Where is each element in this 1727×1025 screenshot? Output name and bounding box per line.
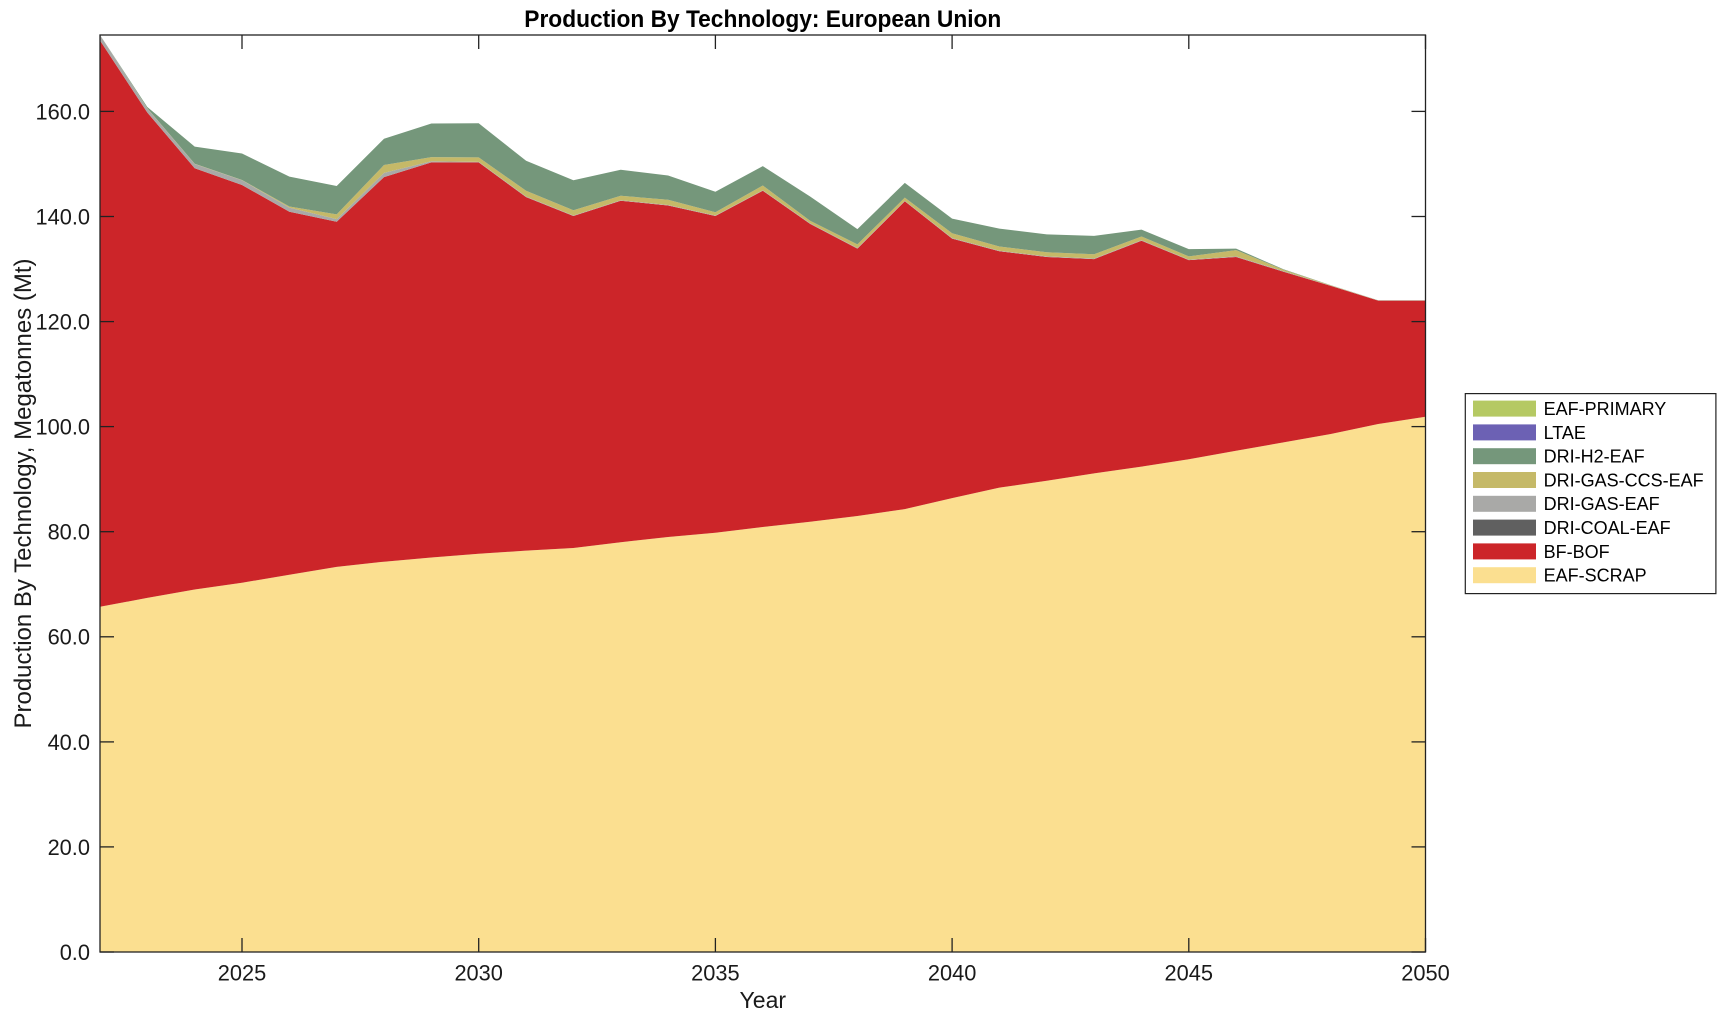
svg-text:DRI-H2-EAF: DRI-H2-EAF [1544,447,1645,467]
svg-text:Production By Technology: Euro: Production By Technology: European Union [524,6,1001,33]
svg-text:2050: 2050 [1401,961,1450,986]
svg-text:2045: 2045 [1165,961,1214,986]
svg-text:DRI-COAL-EAF: DRI-COAL-EAF [1544,518,1671,538]
svg-text:2040: 2040 [928,961,977,986]
svg-text:160.0: 160.0 [35,99,90,124]
svg-text:0.0: 0.0 [60,940,90,965]
svg-text:20.0: 20.0 [48,835,90,860]
svg-text:120.0: 120.0 [35,310,90,335]
svg-text:60.0: 60.0 [48,625,90,650]
svg-text:LTAE: LTAE [1544,423,1586,443]
svg-text:100.0: 100.0 [35,415,90,440]
svg-text:140.0: 140.0 [35,204,90,229]
svg-text:2030: 2030 [454,961,503,986]
svg-text:EAF-SCRAP: EAF-SCRAP [1544,566,1647,586]
svg-text:DRI-GAS-CCS-EAF: DRI-GAS-CCS-EAF [1544,470,1704,490]
svg-text:80.0: 80.0 [48,520,90,545]
svg-text:DRI-GAS-EAF: DRI-GAS-EAF [1544,494,1660,514]
svg-text:Production By Technology, Mega: Production By Technology, Megatonnes (Mt… [10,258,37,728]
svg-text:BF-BOF: BF-BOF [1544,542,1610,562]
svg-text:2035: 2035 [691,961,740,986]
svg-text:40.0: 40.0 [48,730,90,755]
svg-text:EAF-PRIMARY: EAF-PRIMARY [1544,399,1667,419]
svg-text:2025: 2025 [218,961,267,986]
svg-text:Year: Year [740,987,787,1013]
